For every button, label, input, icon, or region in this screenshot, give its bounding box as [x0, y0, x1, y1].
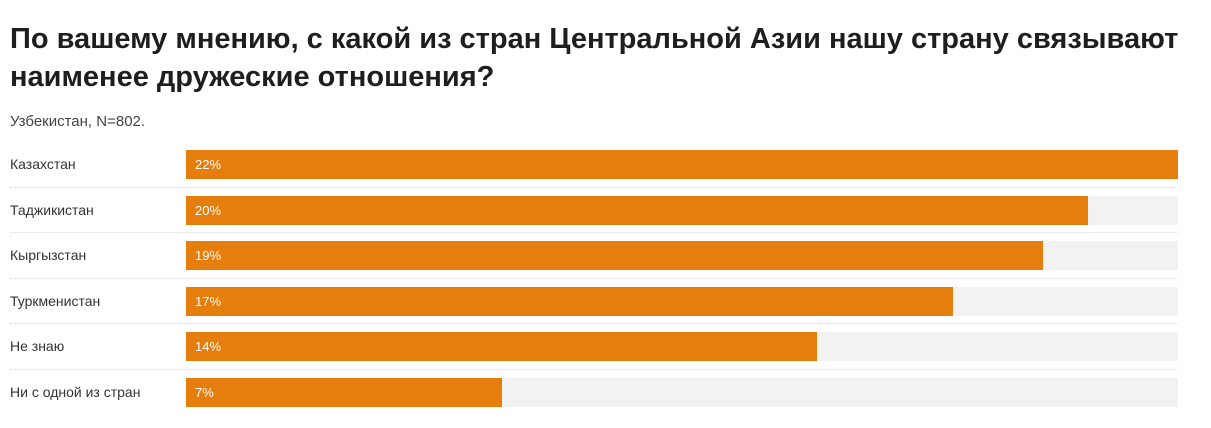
bar-row: Ни с одной из стран 7% [0, 374, 1211, 410]
row-divider [10, 278, 1178, 279]
row-divider [10, 232, 1178, 233]
bar-value-label: 22% [195, 157, 222, 172]
bar: 17% [186, 287, 953, 316]
bar-row: Кыргызстан 19% [0, 237, 1211, 273]
bar-track: 17% [186, 287, 1178, 316]
bar-value-label: 20% [195, 203, 222, 218]
category-label: Казахстан [10, 156, 76, 172]
bar-row: Казахстан 22% [0, 146, 1211, 182]
bar-row: Таджикистан 20% [0, 192, 1211, 228]
bar: 7% [186, 378, 502, 407]
chart-subtitle: Узбекистан, N=802. [10, 113, 146, 130]
bar-track: 20% [186, 196, 1178, 225]
category-label: Кыргызстан [10, 247, 87, 263]
bar-track: 22% [186, 150, 1178, 179]
bar: 19% [186, 241, 1043, 270]
bar-value-label: 14% [195, 339, 222, 354]
category-label: Не знаю [10, 338, 65, 354]
bar-value-label: 17% [195, 294, 222, 309]
bar-track: 7% [186, 378, 1178, 407]
bar-track: 19% [186, 241, 1178, 270]
bar-row: Туркменистан 17% [0, 283, 1211, 319]
bar-value-label: 7% [195, 385, 214, 400]
row-divider [10, 323, 1178, 324]
row-divider [10, 187, 1178, 188]
category-label: Туркменистан [10, 293, 101, 309]
bar-row: Не знаю 14% [0, 328, 1211, 364]
category-label: Таджикистан [10, 202, 94, 218]
row-divider [10, 369, 1178, 370]
chart-title: По вашему мнению, с какой из стран Центр… [10, 23, 1179, 93]
bar: 14% [186, 332, 817, 361]
bar-value-label: 19% [195, 248, 222, 263]
category-label: Ни с одной из стран [10, 384, 141, 400]
bar: 22% [186, 150, 1178, 179]
bar: 20% [186, 196, 1088, 225]
bar-track: 14% [186, 332, 1178, 361]
